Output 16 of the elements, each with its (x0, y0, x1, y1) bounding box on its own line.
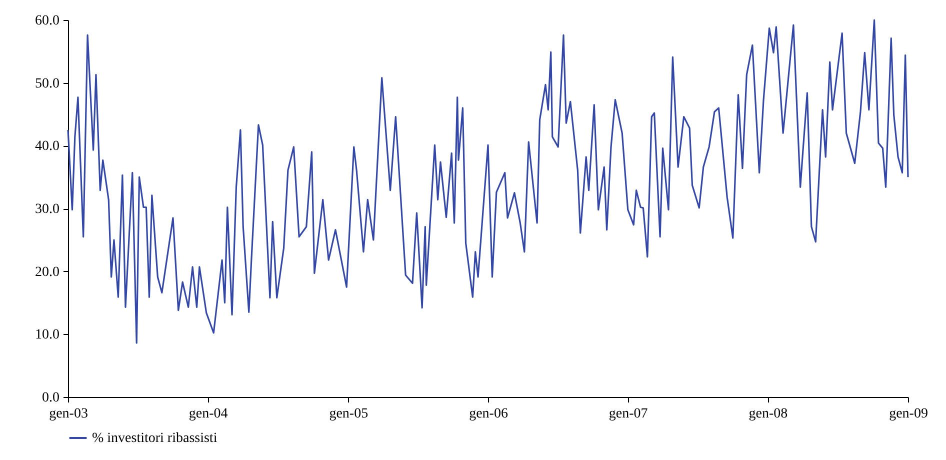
x-tick-label: gen-09 (889, 406, 928, 422)
y-tick-label: 0.0 (42, 390, 60, 406)
x-tick-label: gen-07 (608, 406, 648, 422)
line-series (67, 19, 909, 344)
y-tick-label: 10.0 (35, 328, 60, 343)
y-tick-label: 50.0 (35, 76, 60, 92)
x-tick-label: gen-08 (748, 406, 788, 422)
y-tick-label: 60.0 (35, 14, 60, 28)
y-tick-label: 30.0 (35, 202, 60, 217)
y-tick-label: 20.0 (35, 264, 60, 280)
y-tick-label: 40.0 (35, 139, 60, 154)
x-tick-label: gen-06 (469, 406, 508, 422)
x-tick-label: gen-03 (49, 406, 88, 422)
x-tick-label: gen-05 (329, 406, 368, 422)
legend-label: % investitori ribassisti (92, 431, 218, 446)
x-tick-label: gen-04 (188, 406, 228, 422)
